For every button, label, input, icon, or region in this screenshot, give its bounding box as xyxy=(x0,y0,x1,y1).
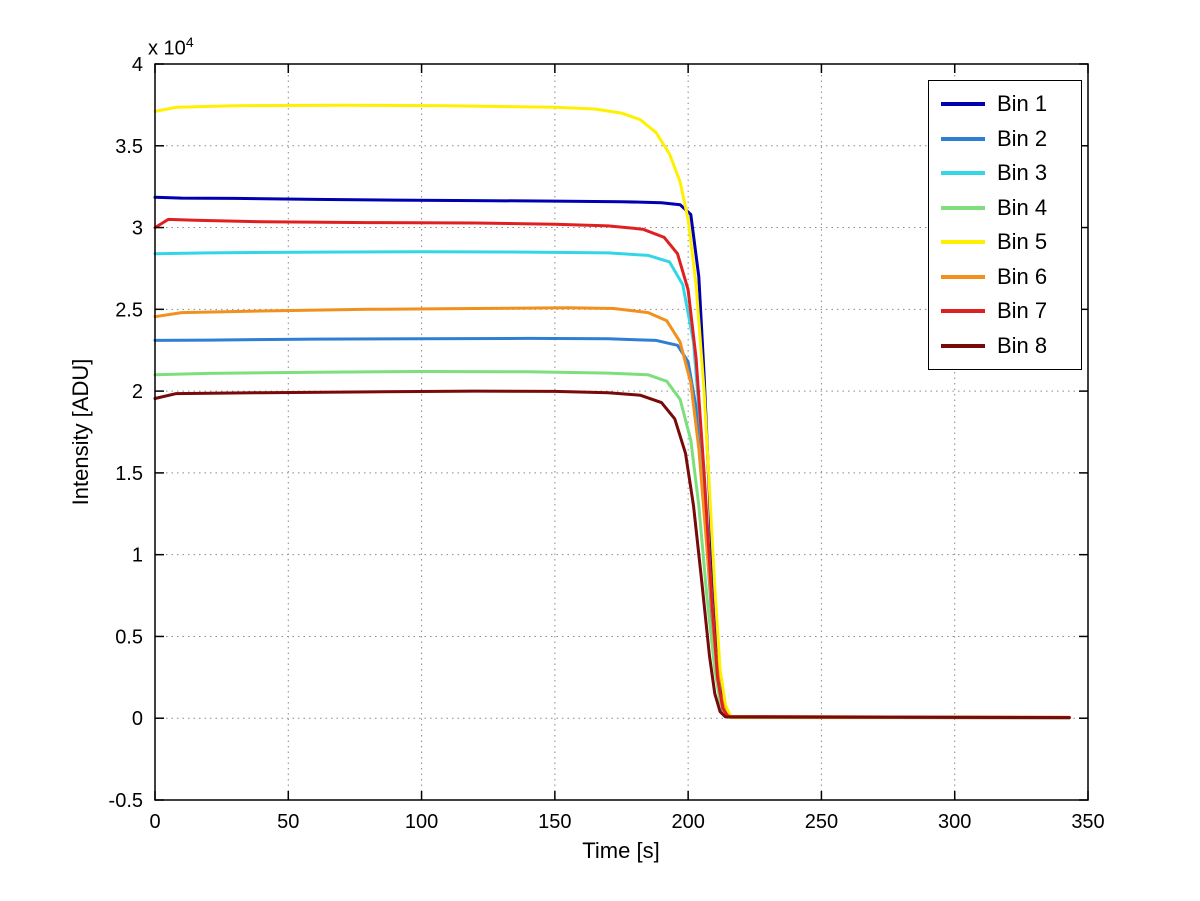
series-line-bin-2 xyxy=(153,336,1071,720)
y-tick-label: 0.5 xyxy=(115,626,143,648)
legend-item: Bin 8 xyxy=(929,329,1081,364)
legend-item-label: Bin 8 xyxy=(997,332,1048,358)
legend-item-label: Bin 5 xyxy=(997,229,1048,255)
legend-item-label: Bin 7 xyxy=(997,298,1048,324)
axes-box xyxy=(154,63,1089,801)
legend-item: Bin 3 xyxy=(929,156,1081,191)
x-tick-label: 300 xyxy=(938,811,971,833)
legend-line-sample xyxy=(941,205,985,210)
legend-item: Bin 2 xyxy=(929,122,1081,157)
x-tick-label: 350 xyxy=(1071,811,1104,833)
legend-item-label: Bin 6 xyxy=(997,263,1048,289)
y-tick-label: 1.5 xyxy=(115,463,143,485)
y-tick-label: 2.5 xyxy=(115,299,143,321)
legend-item: Bin 7 xyxy=(929,294,1081,329)
legend-item-label: Bin 2 xyxy=(997,125,1048,151)
series-lines xyxy=(153,103,1071,720)
legend-item-label: Bin 3 xyxy=(997,160,1048,186)
series-line-bin-8 xyxy=(153,389,1071,720)
axes xyxy=(154,63,1089,801)
legend-item: Bin 4 xyxy=(929,191,1081,226)
legend-line-sample xyxy=(941,274,985,279)
y-axis-exponent: x 104 xyxy=(148,34,194,61)
x-tick-label: 250 xyxy=(805,811,838,833)
series-line-bin-5 xyxy=(153,103,1071,719)
legend-item-label: Bin 4 xyxy=(997,194,1048,220)
legend-item: Bin 1 xyxy=(929,87,1081,122)
y-axis-exponent-power: 4 xyxy=(185,34,194,50)
x-tick-label: 0 xyxy=(149,811,160,833)
legend: Bin 1 Bin 2 Bin 3 Bin 4 Bin 5 Bin 6 Bin 7 Bin 8 xyxy=(928,80,1082,370)
y-tick-label: 3 xyxy=(132,218,143,240)
y-axis-label: Intensity [ADU] xyxy=(68,359,93,506)
x-tick-label: 150 xyxy=(538,811,571,833)
legend-line-sample xyxy=(941,343,985,348)
y-axis-exponent-base: x 10 xyxy=(148,37,186,60)
legend-line-sample xyxy=(941,309,985,314)
legend-line-sample xyxy=(941,136,985,141)
y-tick-label: 3.5 xyxy=(115,136,143,158)
x-axis-label: Time [s] xyxy=(582,838,659,863)
series-line-bin-7 xyxy=(153,217,1071,719)
x-tick-label: 200 xyxy=(671,811,704,833)
y-tick-label: 1 xyxy=(132,545,143,567)
legend-item: Bin 5 xyxy=(929,225,1081,260)
series-line-bin-4 xyxy=(153,370,1071,720)
legend-line-sample xyxy=(941,240,985,245)
legend-item: Bin 6 xyxy=(929,260,1081,295)
x-tick-label: 100 xyxy=(405,811,438,833)
legend-item-label: Bin 1 xyxy=(997,91,1048,117)
tick-labels: 0 50 100 150 200 250 300 350 -0.5 0 0.5 1 1.5 2 2.5 3 3.… xyxy=(109,54,1105,833)
x-tick-label: 50 xyxy=(277,811,299,833)
y-tick-label: -0.5 xyxy=(109,790,143,812)
y-tick-label: 2 xyxy=(132,381,143,403)
y-tick-label: 4 xyxy=(132,54,143,76)
y-tick-label: 0 xyxy=(132,708,143,730)
legend-line-sample xyxy=(941,102,985,107)
legend-line-sample xyxy=(941,171,985,176)
